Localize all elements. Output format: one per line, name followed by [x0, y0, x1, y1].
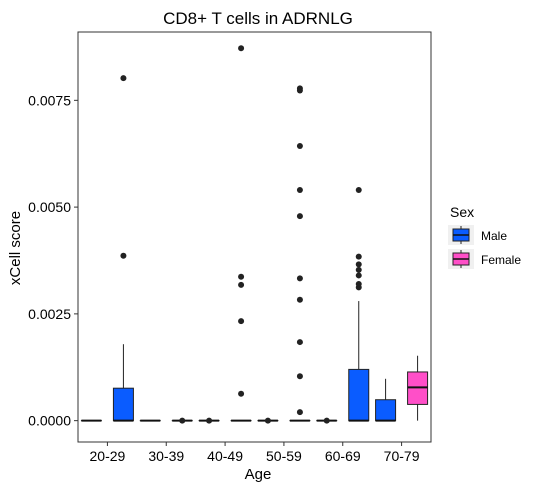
outlier-point: [323, 417, 330, 424]
legend-entry-female: Female: [448, 249, 521, 269]
outlier-point: [238, 318, 245, 325]
outlier-point: [355, 187, 362, 194]
box-male-30-39: [171, 417, 193, 424]
outlier-point: [355, 280, 362, 287]
outlier-point: [264, 417, 271, 424]
box-male-70-79: [375, 378, 397, 422]
legend: Sex Male Female: [448, 204, 521, 269]
outlier-point: [296, 409, 303, 416]
plot-area: 0.0000 0.0025 0.0050 0.0075 20-29 30-39 40-49 5…: [28, 31, 432, 464]
box-female-70-79: [407, 355, 429, 421]
outlier-point: [238, 281, 245, 288]
y-axis-label: xCell score: [7, 211, 24, 285]
box-body: [375, 399, 397, 422]
outlier-point: [206, 417, 213, 424]
outlier-point: [296, 213, 303, 220]
legend-title: Sex: [450, 204, 474, 220]
outlier-point: [355, 272, 362, 279]
legend-label: Female: [481, 253, 521, 267]
outlier-point: [355, 253, 362, 260]
outlier-point: [238, 45, 245, 52]
outlier-point: [296, 85, 303, 92]
x-tick-label: 70-79: [384, 448, 420, 464]
y-tick-label: 0.0050: [28, 199, 71, 215]
x-tick-label: 60-69: [325, 448, 361, 464]
outlier-point: [296, 373, 303, 380]
outlier-point: [355, 266, 362, 273]
outlier-point: [120, 252, 127, 259]
box-male-60-69: [348, 187, 370, 422]
outlier-point: [296, 339, 303, 346]
y-tick-label: 0.0000: [28, 413, 71, 429]
x-tick-label: 40-49: [207, 448, 243, 464]
outlier-point: [120, 75, 127, 82]
outlier-point: [296, 187, 303, 194]
legend-entry-male: Male: [448, 225, 507, 245]
outlier-point: [238, 390, 245, 397]
outlier-point: [238, 273, 245, 280]
box-male-60-69: [316, 417, 338, 424]
x-tick-label: 30-39: [148, 448, 184, 464]
box-male-50-59: [289, 85, 311, 422]
outlier-point: [296, 275, 303, 282]
x-axis-label: Age: [245, 466, 272, 483]
chart-title: CD8+ T cells in ADRNLG: [163, 9, 353, 28]
box-male-20-29: [112, 75, 134, 422]
y-tick-label: 0.0075: [28, 92, 71, 108]
box-male-40-49: [198, 417, 220, 424]
box-male-40-49: [230, 45, 252, 422]
outlier-point: [296, 143, 303, 150]
outlier-point: [296, 296, 303, 303]
legend-label: Male: [481, 229, 507, 243]
x-tick-label: 50-59: [266, 448, 302, 464]
box-body: [112, 387, 134, 422]
box-male-50-59: [257, 417, 279, 424]
outlier-point: [355, 261, 362, 268]
y-tick-label: 0.0025: [28, 306, 71, 322]
plot-panel-border: [77, 31, 432, 443]
box-body: [348, 368, 370, 422]
x-tick-label: 20-29: [90, 448, 126, 464]
outlier-point: [179, 417, 186, 424]
